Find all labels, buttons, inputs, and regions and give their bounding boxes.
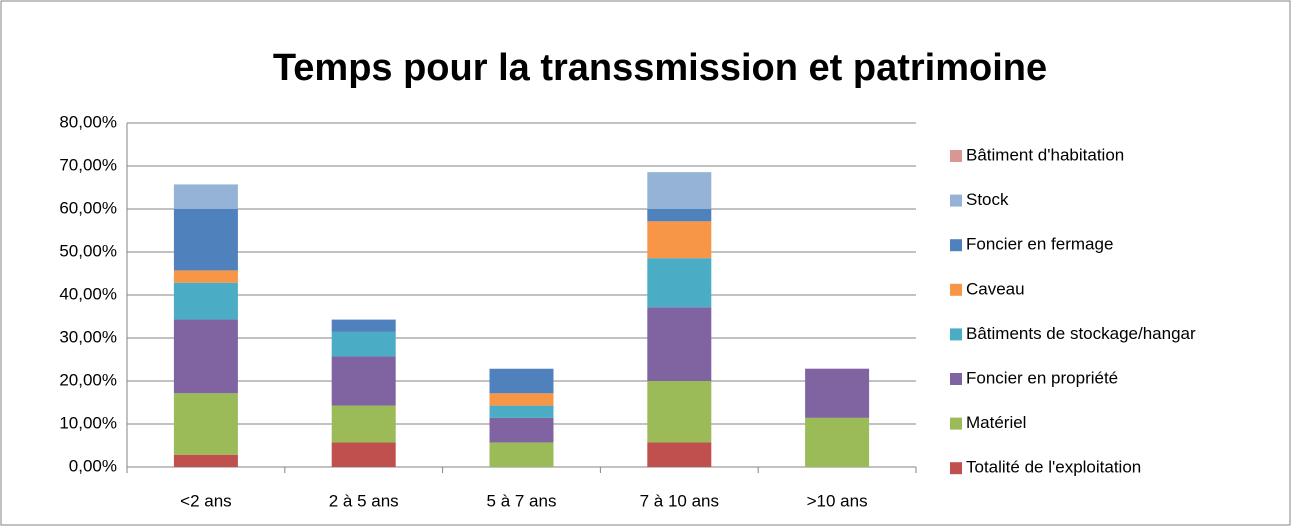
bar-segment	[647, 381, 712, 443]
bar-segment	[173, 184, 238, 209]
bar-segment	[173, 208, 238, 271]
y-tick-label: 30,00%	[59, 327, 117, 346]
legend-swatch	[950, 373, 962, 385]
bar-segment	[489, 368, 554, 394]
y-tick-label: 0,00%	[69, 456, 117, 475]
bar-segment	[331, 319, 396, 332]
legend-swatch	[950, 239, 962, 252]
bar-segment	[647, 209, 712, 222]
legend-label: Stock	[966, 190, 1009, 209]
x-tick-label: 5 à 7 ans	[487, 491, 557, 510]
x-tick-label: >10 ans	[807, 491, 868, 510]
legend-label: Matériel	[966, 413, 1026, 432]
x-tick-label: 2 à 5 ans	[329, 491, 399, 510]
legend-swatch	[950, 462, 962, 475]
bar-segment	[173, 319, 238, 394]
legend-swatch	[950, 150, 962, 162]
legend-swatch	[950, 328, 962, 341]
y-tick-label: 20,00%	[59, 370, 117, 389]
bar-segment	[647, 221, 712, 259]
bar-segment	[173, 393, 238, 455]
bar-segment	[647, 172, 712, 209]
legend-label: Foncier en fermage	[966, 235, 1113, 254]
bar-segment	[331, 442, 396, 467]
bar-segment	[173, 270, 238, 283]
bar-segment	[647, 258, 712, 308]
legend-label: Totalité de l'exploitation	[966, 458, 1141, 477]
y-tick-label: 80,00%	[59, 112, 117, 131]
y-tick-label: 60,00%	[59, 198, 117, 217]
y-tick-label: 40,00%	[59, 284, 117, 303]
bar-segment	[805, 368, 870, 418]
bar-segment	[173, 282, 238, 320]
y-tick-label: 10,00%	[59, 413, 117, 432]
bar-segment	[173, 454, 238, 467]
y-tick-label: 70,00%	[59, 155, 117, 174]
bar-segment	[331, 331, 396, 357]
legend-swatch	[950, 194, 962, 207]
bar-segment	[805, 417, 870, 467]
bar-segment	[489, 417, 554, 443]
legend-label: Foncier en propriété	[966, 368, 1118, 387]
legend-swatch	[950, 283, 962, 296]
legend-label: Caveau	[966, 279, 1025, 298]
bar-segment	[647, 307, 712, 381]
bar-segment	[489, 405, 554, 418]
chart-title: Temps pour la transsmission et patrimoin…	[273, 47, 1047, 89]
bar-segment	[489, 442, 554, 467]
bar-segment	[331, 405, 396, 443]
bar-segment	[331, 356, 396, 406]
bar-segment	[647, 442, 712, 467]
legend-label: Bâtiments de stockage/hangar	[966, 324, 1196, 343]
bar-segment	[489, 393, 554, 406]
legend-label: Bâtiment d'habitation	[966, 145, 1124, 164]
x-tick-label: 7 à 10 ans	[640, 491, 719, 510]
x-tick-label: <2 ans	[180, 491, 232, 510]
y-tick-label: 50,00%	[59, 241, 117, 260]
legend-swatch	[950, 417, 962, 430]
